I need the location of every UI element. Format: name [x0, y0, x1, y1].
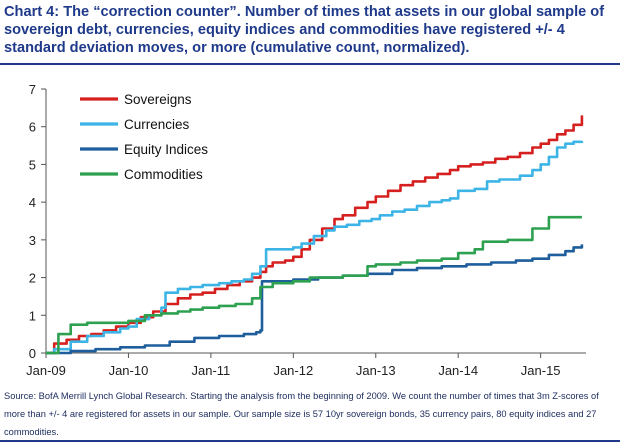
x-tick-label: Jan-14 — [438, 363, 478, 378]
y-axis-ticks: 0 1 2 3 4 5 6 7 — [29, 82, 46, 361]
y-tick-label: 4 — [29, 195, 36, 210]
x-tick-label: Jan-12 — [273, 363, 313, 378]
y-tick-label: 3 — [29, 233, 36, 248]
series-lines — [46, 115, 584, 355]
title-divider — [0, 63, 620, 65]
axes — [45, 89, 586, 354]
y-tick-label: 0 — [29, 346, 36, 361]
legend-label: Equity Indices — [124, 142, 208, 157]
x-tick-label: Jan-09 — [26, 363, 66, 378]
chart-source-note: Source: BofA Merrill Lynch Global Resear… — [4, 391, 599, 437]
chart-title: Chart 4: The “correction counter”. Numbe… — [4, 4, 605, 56]
y-tick-label: 6 — [29, 120, 36, 135]
x-tick-label: Jan-13 — [356, 363, 396, 378]
y-tick-label: 1 — [29, 308, 36, 323]
x-tick-label: Jan-10 — [109, 363, 149, 378]
bottom-divider — [0, 440, 620, 442]
series-line-commodities — [46, 215, 582, 355]
legend-label: Commodities — [124, 167, 203, 182]
legend-label: Sovereigns — [124, 92, 192, 107]
legend: Sovereigns Currencies Equity Indices Commod… — [80, 92, 208, 182]
series-line-equity-indices — [46, 244, 584, 355]
legend-label: Currencies — [124, 117, 190, 132]
y-tick-label: 7 — [29, 82, 36, 97]
x-axis-ticks: Jan-09 Jan-10 Jan-11 Jan-12 Jan-13 Jan-14 Jan-… — [26, 353, 561, 378]
y-tick-label: 5 — [29, 157, 36, 172]
y-tick-label: 2 — [29, 271, 36, 286]
x-tick-label: Jan-11 — [191, 363, 230, 378]
x-tick-label: Jan-15 — [521, 363, 561, 378]
